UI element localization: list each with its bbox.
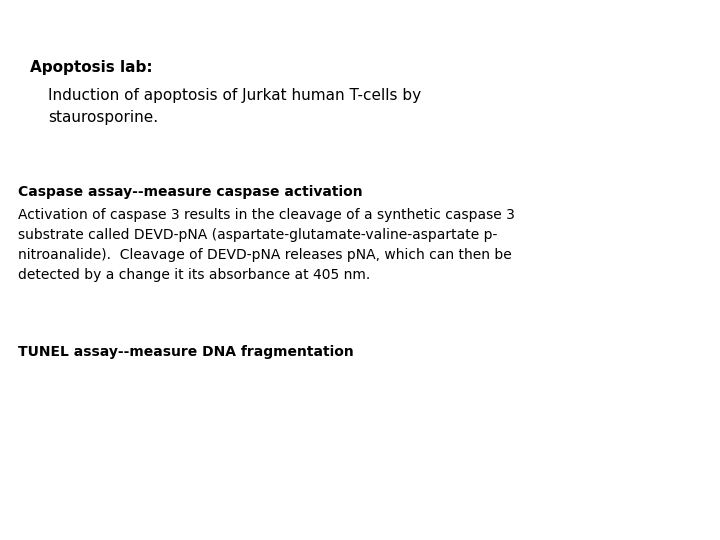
- Text: Apoptosis lab:: Apoptosis lab:: [30, 60, 153, 75]
- Text: Induction of apoptosis of Jurkat human T-cells by
staurosporine.: Induction of apoptosis of Jurkat human T…: [48, 88, 421, 125]
- Text: TUNEL assay--measure DNA fragmentation: TUNEL assay--measure DNA fragmentation: [18, 345, 354, 359]
- Text: Caspase assay--measure caspase activation: Caspase assay--measure caspase activatio…: [18, 185, 363, 199]
- Text: Activation of caspase 3 results in the cleavage of a synthetic caspase 3
substra: Activation of caspase 3 results in the c…: [18, 208, 515, 282]
